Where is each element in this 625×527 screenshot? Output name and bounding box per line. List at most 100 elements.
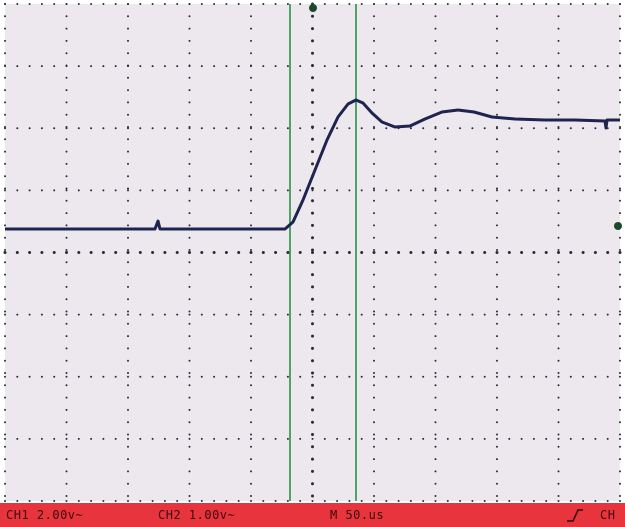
grid-dot [459, 3, 462, 5]
grid-dot [114, 313, 117, 316]
grid-dot [102, 127, 105, 130]
grid-dot [250, 27, 252, 30]
grid-dot [65, 224, 68, 227]
grid-dot [262, 189, 265, 192]
grid-dot [496, 375, 498, 378]
grid-dot [496, 39, 498, 42]
grid-dot [619, 89, 621, 92]
grid-dot [434, 273, 437, 276]
grid-dot [127, 64, 129, 67]
grid-dot [397, 189, 400, 192]
grid-dot [619, 261, 621, 264]
grid-dot [619, 39, 621, 42]
grid-dot [434, 375, 437, 378]
grid-dot [557, 27, 560, 30]
grid-dot [250, 482, 252, 485]
grid-dot [52, 251, 56, 254]
grid-dot [372, 251, 376, 254]
grid-dot [373, 482, 375, 485]
grid-dot [557, 458, 560, 461]
grid-dot [434, 236, 437, 239]
grid-dot [373, 138, 375, 141]
grid-dot [496, 101, 498, 104]
grid-dot [619, 187, 621, 190]
grid-dot [459, 375, 462, 378]
grid-dot [249, 251, 253, 254]
grid-dot [90, 65, 93, 68]
grid-dot [496, 458, 498, 461]
grid-dot [483, 437, 486, 440]
grid-dot [163, 127, 166, 130]
grid-dot [373, 313, 375, 316]
grid-dot [311, 273, 314, 277]
grid-dot [213, 65, 216, 68]
grid-dot [28, 65, 31, 68]
grid-dot [250, 298, 252, 301]
grid-dot [471, 437, 474, 440]
grid-dot [557, 212, 560, 215]
grid-dot [311, 396, 314, 400]
grid-dot [557, 445, 560, 448]
grid-dot [188, 421, 191, 424]
grid-dot [139, 437, 142, 440]
grid-dot [311, 297, 314, 301]
grid-dot [127, 187, 129, 190]
grid-dot [127, 150, 129, 153]
grid-dot [299, 127, 302, 130]
grid-dot [188, 76, 191, 79]
grid-dot [557, 15, 560, 18]
grid-dot [212, 251, 216, 254]
grid-dot [557, 347, 560, 350]
grid-dot [496, 150, 498, 153]
grid-dot [557, 3, 560, 5]
grid-dot [262, 3, 265, 5]
grid-dot [360, 500, 363, 502]
grid-dot [250, 224, 252, 227]
grid-dot [569, 127, 572, 130]
grid-dot [311, 88, 314, 92]
grid-dot [557, 421, 560, 424]
grid-dot [127, 249, 129, 251]
grid-dot [286, 3, 289, 5]
grid-dot [114, 251, 118, 254]
grid-dot [434, 39, 437, 42]
grid-dot [434, 322, 437, 325]
grid-dot [619, 408, 621, 411]
grid-dot [434, 138, 437, 141]
grid-dot [127, 495, 129, 497]
grid-dot [127, 421, 129, 424]
grid-dot [557, 249, 560, 251]
grid-dot [102, 3, 105, 5]
grid-dot [225, 313, 228, 316]
grid-dot [496, 64, 498, 67]
grid-dot [16, 313, 19, 316]
grid-dot [4, 273, 6, 276]
grid-dot [557, 76, 560, 79]
grid-dot [619, 249, 621, 251]
grid-dot [434, 408, 437, 411]
grid-dot [163, 65, 166, 68]
grid-dot [163, 3, 166, 5]
grid-dot [16, 437, 19, 440]
grid-dot [250, 372, 252, 374]
grid-dot [557, 396, 560, 399]
grid-dot [28, 127, 31, 130]
grid-dot [77, 500, 80, 502]
grid-dot [237, 375, 240, 378]
grid-dot [65, 64, 68, 67]
grid-dot [298, 251, 302, 254]
grid-dot [409, 65, 412, 68]
grid-dot [323, 251, 327, 254]
grid-dot [65, 375, 68, 378]
grid-dot [4, 39, 6, 42]
grid-dot [557, 150, 560, 153]
grid-dot [496, 261, 498, 264]
grid-dot [409, 437, 412, 440]
grid-dot [496, 52, 498, 55]
grid-dot [139, 65, 142, 68]
grid-dot [16, 127, 19, 130]
grid-dot [250, 236, 252, 239]
grid-dot [127, 273, 129, 276]
grid-dot [90, 189, 93, 192]
grid-dot [4, 187, 6, 190]
